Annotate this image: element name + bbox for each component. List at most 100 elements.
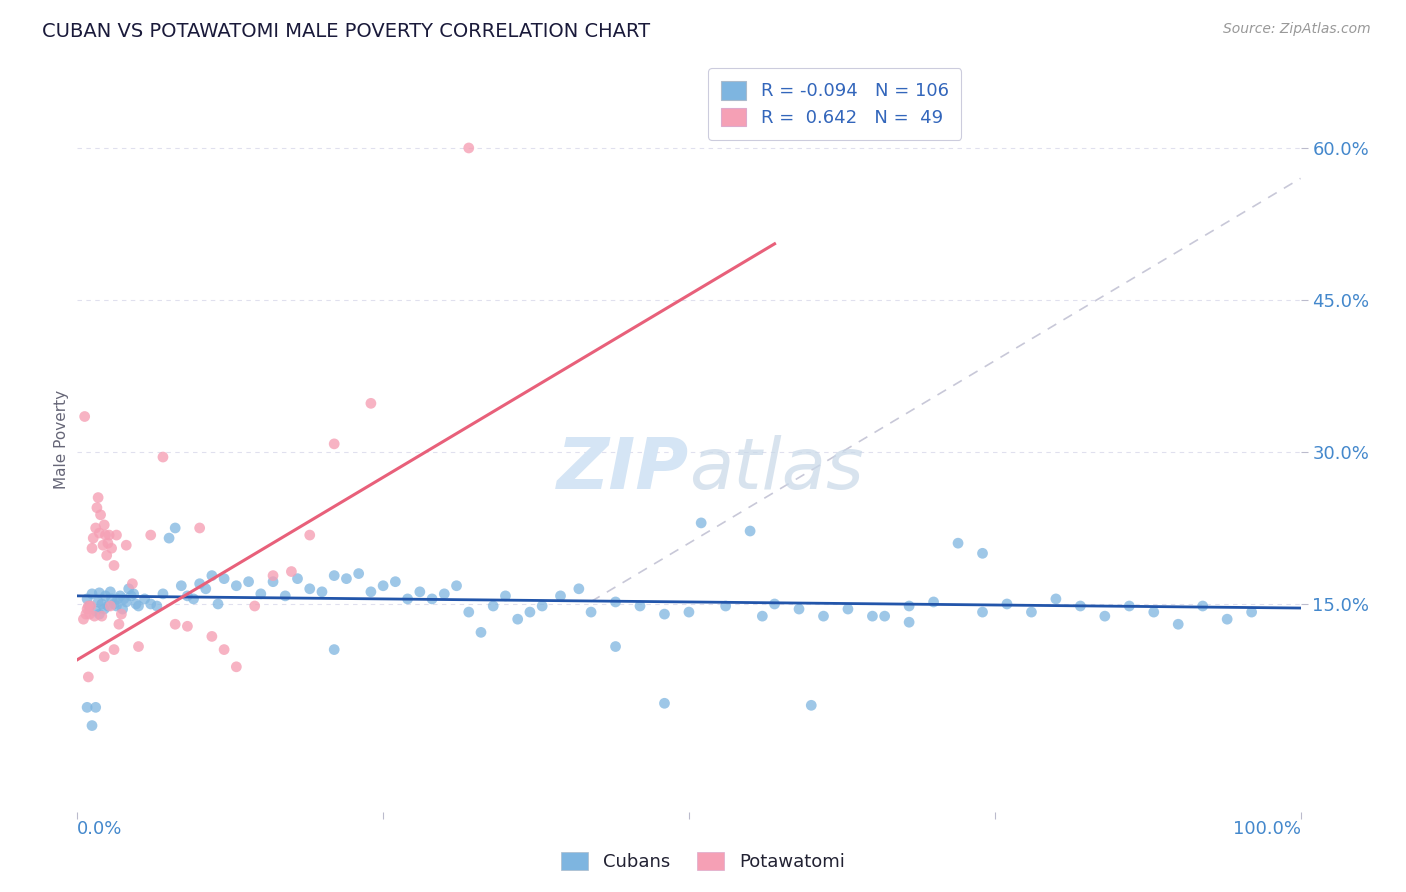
Point: [1191, 599, 1213, 613]
Point: [77, 599, 100, 613]
Point: [972, 546, 994, 560]
Text: Source: ZipAtlas.com: Source: ZipAtlas.com: [1223, 22, 1371, 37]
Point: [714, 599, 737, 613]
Point: [396, 591, 419, 606]
Point: [813, 609, 835, 624]
Point: [287, 572, 309, 586]
Text: CUBAN VS POTAWATOMI MALE POVERTY CORRELATION CHART: CUBAN VS POTAWATOMI MALE POVERTY CORRELA…: [42, 22, 651, 41]
Point: [1045, 591, 1067, 606]
Point: [115, 538, 138, 552]
Point: [568, 582, 591, 596]
Point: [862, 609, 884, 624]
Point: [1069, 599, 1091, 613]
Point: [93, 517, 115, 532]
Text: 0.0%: 0.0%: [77, 820, 122, 838]
Point: [201, 568, 224, 582]
Point: [83, 609, 105, 624]
Point: [519, 605, 541, 619]
Point: [690, 516, 713, 530]
Point: [79, 607, 101, 621]
Point: [139, 528, 162, 542]
Point: [371, 579, 394, 593]
Point: [384, 574, 406, 589]
Point: [873, 609, 896, 624]
Point: [420, 591, 443, 606]
Point: [898, 615, 921, 630]
Point: [75, 607, 97, 621]
Point: [323, 568, 346, 582]
Point: [262, 574, 284, 589]
Point: [110, 607, 132, 621]
Point: [898, 599, 921, 613]
Point: [243, 599, 266, 613]
Point: [84, 604, 107, 618]
Point: [280, 565, 302, 579]
Point: [170, 579, 193, 593]
Point: [76, 591, 98, 606]
Point: [605, 640, 627, 654]
Point: [605, 595, 627, 609]
Point: [111, 602, 134, 616]
Point: [165, 521, 187, 535]
Text: ZIP: ZIP: [557, 434, 689, 504]
Point: [188, 521, 211, 535]
Point: [1167, 617, 1189, 632]
Point: [100, 541, 122, 556]
Legend: R = -0.094   N = 106, R =  0.642   N =  49: R = -0.094 N = 106, R = 0.642 N = 49: [709, 69, 962, 140]
Point: [311, 584, 333, 599]
Point: [146, 599, 169, 613]
Point: [1118, 599, 1140, 613]
Point: [118, 582, 141, 596]
Point: [152, 587, 174, 601]
Point: [105, 528, 128, 542]
Point: [678, 605, 700, 619]
Point: [103, 642, 125, 657]
Text: 100.0%: 100.0%: [1233, 820, 1301, 838]
Point: [80, 541, 103, 556]
Point: [103, 597, 125, 611]
Point: [531, 599, 554, 613]
Point: [108, 589, 131, 603]
Point: [323, 642, 346, 657]
Point: [972, 605, 994, 619]
Point: [250, 587, 273, 601]
Point: [77, 670, 100, 684]
Point: [80, 718, 103, 732]
Point: [165, 617, 187, 632]
Point: [96, 549, 118, 563]
Point: [225, 579, 247, 593]
Point: [482, 599, 505, 613]
Point: [80, 599, 103, 613]
Point: [89, 586, 111, 600]
Point: [188, 576, 211, 591]
Point: [93, 602, 115, 616]
Point: [1021, 605, 1043, 619]
Point: [995, 597, 1018, 611]
Point: [360, 584, 382, 599]
Point: [76, 700, 98, 714]
Point: [654, 696, 676, 710]
Point: [212, 572, 235, 586]
Point: [87, 491, 110, 505]
Point: [238, 574, 260, 589]
Point: [654, 607, 676, 621]
Point: [298, 528, 321, 542]
Point: [922, 595, 945, 609]
Point: [115, 595, 138, 609]
Point: [550, 589, 572, 603]
Point: [207, 597, 229, 611]
Point: [73, 409, 96, 424]
Point: [105, 599, 128, 613]
Point: [335, 572, 357, 586]
Point: [122, 587, 145, 601]
Point: [98, 528, 121, 542]
Point: [946, 536, 969, 550]
Point: [262, 568, 284, 582]
Point: [457, 605, 479, 619]
Point: [433, 587, 456, 601]
Point: [121, 576, 143, 591]
Point: [107, 591, 129, 606]
Point: [152, 450, 174, 464]
Point: [212, 642, 235, 657]
Point: [89, 526, 111, 541]
